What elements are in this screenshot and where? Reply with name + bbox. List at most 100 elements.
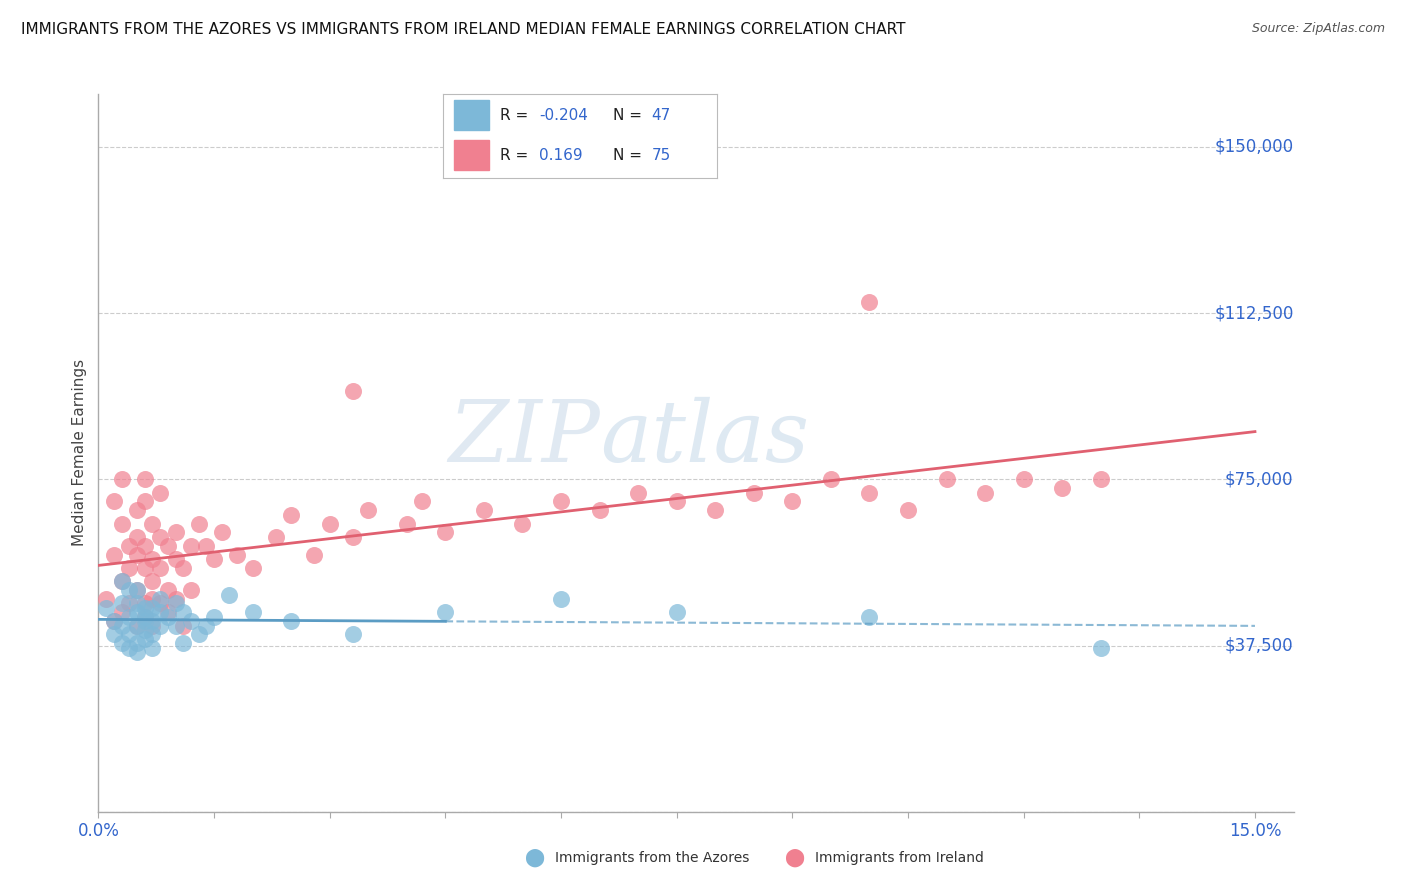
Point <box>304 548 326 562</box>
Point <box>125 618 148 632</box>
Text: ZIP: ZIP <box>449 397 600 480</box>
Point <box>141 618 163 632</box>
Point <box>588 503 610 517</box>
Point <box>118 583 141 598</box>
Point <box>134 561 156 575</box>
Point <box>165 525 187 540</box>
Point <box>180 539 202 553</box>
Point <box>149 530 172 544</box>
Point <box>103 548 125 562</box>
Point <box>165 591 187 606</box>
Text: $150,000: $150,000 <box>1215 138 1294 156</box>
Point <box>665 605 688 619</box>
Point <box>897 503 920 517</box>
Text: atlas: atlas <box>600 397 810 480</box>
Point <box>342 627 364 641</box>
Point <box>110 618 132 632</box>
Point <box>1090 472 1112 486</box>
Point <box>103 627 125 641</box>
Y-axis label: Median Female Earnings: Median Female Earnings <box>72 359 87 546</box>
Point <box>118 561 141 575</box>
Point <box>134 539 156 553</box>
Point <box>172 636 194 650</box>
Point <box>134 632 156 646</box>
Point <box>226 548 249 562</box>
Point <box>134 623 156 637</box>
Text: Source: ZipAtlas.com: Source: ZipAtlas.com <box>1251 22 1385 36</box>
Point <box>704 503 727 517</box>
Point <box>110 574 132 589</box>
Text: R =: R = <box>501 108 534 123</box>
Point <box>156 605 179 619</box>
Point <box>411 494 433 508</box>
Point <box>141 591 163 606</box>
Point <box>134 472 156 486</box>
Point <box>103 614 125 628</box>
Point <box>935 472 957 486</box>
Point <box>172 605 194 619</box>
Point <box>156 583 179 598</box>
Point <box>134 600 156 615</box>
Point <box>149 596 172 610</box>
Point <box>156 609 179 624</box>
Point <box>141 516 163 531</box>
Point <box>110 636 132 650</box>
Point <box>202 609 225 624</box>
Point <box>742 485 765 500</box>
Point <box>1050 481 1073 495</box>
Point <box>110 605 132 619</box>
Point <box>118 627 141 641</box>
Text: 47: 47 <box>651 108 671 123</box>
Point <box>134 609 156 624</box>
Point <box>94 591 117 606</box>
Point <box>319 516 342 531</box>
Point <box>141 640 163 655</box>
Text: ⬤: ⬤ <box>785 849 804 867</box>
Text: ⬤: ⬤ <box>524 849 544 867</box>
Point <box>202 552 225 566</box>
Point <box>118 609 141 624</box>
Point <box>149 561 172 575</box>
Text: N =: N = <box>613 147 647 162</box>
Point <box>110 472 132 486</box>
Point <box>858 609 880 624</box>
Point <box>782 494 804 508</box>
Point <box>125 645 148 659</box>
Text: 75: 75 <box>651 147 671 162</box>
Point <box>125 605 148 619</box>
Point <box>134 596 156 610</box>
Point <box>141 552 163 566</box>
Point <box>134 609 156 624</box>
Point <box>858 295 880 310</box>
Point <box>195 618 218 632</box>
Point <box>820 472 842 486</box>
Point <box>264 530 287 544</box>
Text: $112,500: $112,500 <box>1215 304 1294 322</box>
Point <box>141 600 163 615</box>
Point <box>125 583 148 598</box>
Point <box>550 591 572 606</box>
Point <box>110 574 132 589</box>
Point <box>156 539 179 553</box>
Point <box>141 614 163 628</box>
Point <box>134 614 156 628</box>
Point <box>110 596 132 610</box>
Point <box>187 627 209 641</box>
Text: R =: R = <box>501 147 538 162</box>
Point <box>357 503 380 517</box>
Point <box>103 614 125 628</box>
Point <box>395 516 418 531</box>
Point <box>149 618 172 632</box>
Point <box>165 552 187 566</box>
Point <box>165 596 187 610</box>
Text: Immigrants from the Azores: Immigrants from the Azores <box>555 851 749 865</box>
Point <box>550 494 572 508</box>
Point <box>242 605 264 619</box>
Point <box>94 600 117 615</box>
Point <box>180 583 202 598</box>
Point <box>472 503 495 517</box>
Point <box>149 605 172 619</box>
Point <box>627 485 650 500</box>
Point <box>103 494 125 508</box>
Point <box>434 605 457 619</box>
